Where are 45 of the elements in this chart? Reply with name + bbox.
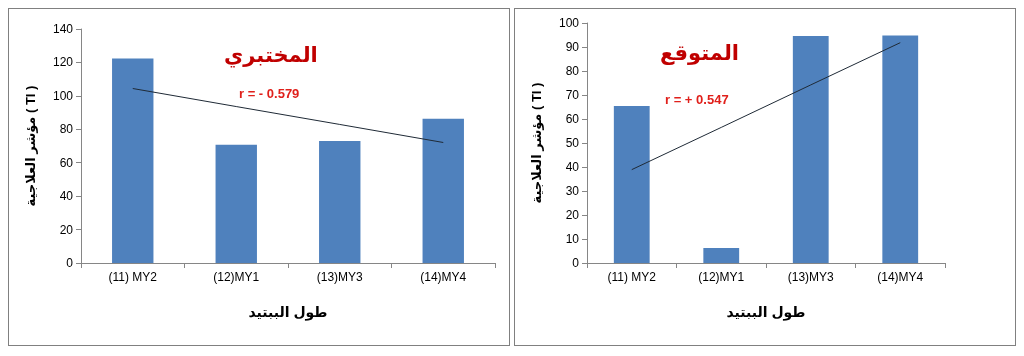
y-tick-label: 70 [565, 88, 580, 102]
y-axis-title: مؤشر العلاجية ( TI ) [529, 82, 544, 204]
y-tick-label: 90 [565, 40, 580, 54]
text: المتوقع [660, 41, 739, 65]
line-series [631, 42, 901, 171]
y-tick-label: 0 [66, 256, 74, 270]
y-axis-title: مؤشر العلاجية ( TI ) [23, 85, 38, 207]
x-tick-label: (14)MY4 [420, 270, 467, 284]
bar [215, 144, 257, 263]
line-series [132, 88, 444, 143]
y-tick-label: 60 [565, 112, 580, 126]
bar [882, 35, 919, 263]
bar [319, 140, 361, 263]
x-tick-label: (12)MY1 [698, 270, 745, 284]
y-tick-label: 100 [52, 88, 74, 103]
x-axis-title: طول الببتيد [726, 304, 806, 321]
y-tick-label: 10 [565, 232, 580, 246]
bar [112, 58, 154, 263]
y-tick-label: 20 [565, 208, 580, 222]
bar [422, 118, 464, 263]
text: المختبري [224, 43, 318, 68]
y-tick-label: 80 [59, 122, 74, 137]
x-tick-label: (14)MY4 [877, 270, 924, 284]
y-tick-label: 0 [572, 256, 580, 270]
y-tick-label: 30 [565, 184, 580, 198]
y-tick-label: 40 [59, 189, 74, 204]
y-tick-label: 140 [52, 22, 74, 36]
x-axis-title: طول الببتيد [248, 304, 328, 321]
bar [613, 106, 650, 263]
bar [703, 248, 740, 263]
x-tick-label: (12)MY1 [213, 270, 260, 284]
y-tick-label: 40 [565, 160, 580, 174]
annotation: r = - 0.579 [239, 86, 300, 101]
y-tick-label: 60 [59, 155, 74, 170]
x-tick-label: (11) MY2 [607, 270, 657, 284]
x-tick-label: (11) MY2 [108, 270, 158, 284]
annotation: r = + 0.547 [665, 92, 729, 107]
y-tick-label: 120 [52, 55, 74, 70]
y-tick-label: 20 [59, 222, 74, 237]
y-tick-label: 80 [565, 64, 580, 78]
y-tick-label: 50 [565, 136, 580, 150]
bar [792, 35, 829, 263]
x-tick-label: (13)MY3 [316, 270, 364, 284]
y-tick-label: 100 [558, 16, 580, 30]
x-tick-label: (13)MY3 [787, 270, 835, 284]
